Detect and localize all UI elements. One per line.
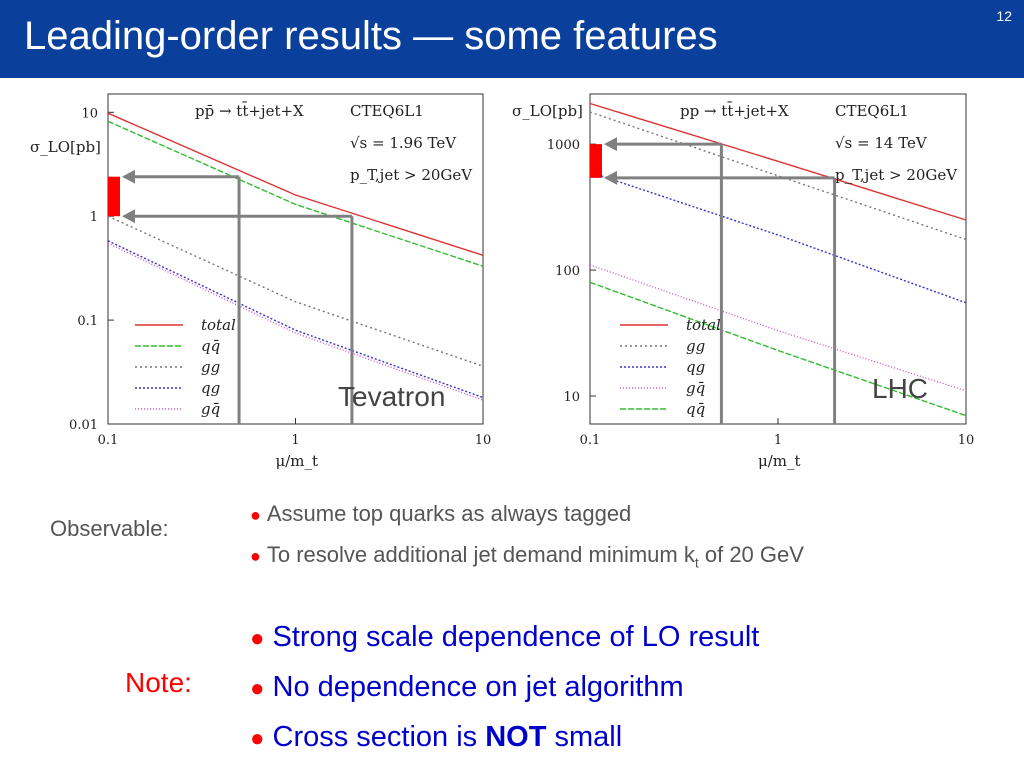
slide-number: 12 bbox=[996, 8, 1012, 24]
observable-bullet-1: ● Assume top quarks as always tagged bbox=[250, 501, 631, 527]
series-line-qqbar bbox=[589, 281, 967, 417]
series-line-gqbar bbox=[107, 242, 484, 401]
legend-label: gg bbox=[201, 358, 220, 376]
y-axis-label: σ_LO[pb] bbox=[30, 138, 101, 156]
legend-label: qg bbox=[686, 358, 705, 376]
legend-label: qg bbox=[201, 379, 220, 397]
bullet-dot-icon: ● bbox=[250, 625, 265, 652]
scale-band-marker bbox=[590, 144, 602, 178]
observable-label: Observable: bbox=[50, 516, 169, 541]
bullet-text: Strong scale dependence of LO result bbox=[272, 621, 760, 653]
y-tick-label: 0.01 bbox=[69, 418, 98, 433]
y-tick-label: 0.1 bbox=[77, 314, 98, 329]
bullet-dot-icon: ● bbox=[250, 675, 265, 702]
legend-label: qq̄ bbox=[686, 400, 705, 418]
x-tick-label: 1 bbox=[291, 433, 299, 448]
series-line-gg bbox=[589, 111, 967, 241]
x-tick-label: 10 bbox=[475, 433, 492, 448]
x-tick-label: 10 bbox=[958, 433, 975, 448]
bullet-dot-icon: ● bbox=[250, 546, 261, 566]
legend-label: gg bbox=[686, 337, 705, 355]
pdf-label: CTEQ6L1 bbox=[350, 102, 424, 120]
bullet-bold-text: NOT bbox=[485, 721, 547, 753]
scale-arrow-head bbox=[604, 170, 617, 185]
x-tick-label: 0.1 bbox=[98, 433, 119, 448]
bullet-text: Cross section is bbox=[272, 721, 486, 753]
note-bullet-3: ● Cross section is NOT small bbox=[250, 721, 622, 754]
bullet-dot-icon: ● bbox=[250, 505, 261, 525]
energy-label: √s = 1.96 TeV bbox=[350, 134, 457, 152]
series-line-total bbox=[589, 102, 967, 221]
bullet-text-after: small bbox=[546, 721, 623, 753]
legend-label: gq̄ bbox=[201, 400, 220, 418]
bullet-text: To resolve additional jet demand minimum… bbox=[266, 542, 695, 567]
panel-label: LHC bbox=[872, 373, 928, 404]
energy-label: √s = 14 TeV bbox=[835, 134, 928, 152]
y-axis-label: σ_LO[pb] bbox=[512, 102, 583, 120]
note-bullet-1: ● Strong scale dependence of LO result bbox=[250, 621, 759, 654]
note-bullet-2: ● No dependence on jet algorithm bbox=[250, 671, 684, 704]
series-line-qg bbox=[107, 240, 484, 399]
bullet-dot-icon: ● bbox=[250, 725, 265, 752]
scale-arrow-head bbox=[604, 137, 617, 152]
series-line-qg bbox=[589, 171, 967, 304]
observable-bullet-2: ● To resolve additional jet demand minimu… bbox=[250, 542, 804, 570]
bullet-text-after: of 20 GeV bbox=[698, 542, 804, 567]
panel-label: Tevatron bbox=[338, 381, 445, 412]
y-tick-label: 1 bbox=[90, 210, 98, 225]
cut-label: p_T,jet > 20GeV bbox=[835, 166, 958, 184]
scale-band-marker bbox=[108, 176, 120, 217]
x-axis-label: μ/m_t bbox=[276, 452, 319, 470]
series-line-qqbar bbox=[107, 120, 484, 267]
series-line-gg bbox=[107, 215, 484, 367]
legend-label: total bbox=[686, 316, 721, 334]
bullet-text: No dependence on jet algorithm bbox=[272, 671, 684, 703]
note-label: Note: bbox=[125, 667, 192, 698]
slide-title: Leading-order results — some features bbox=[24, 14, 718, 58]
y-tick-label: 100 bbox=[555, 264, 580, 279]
series-line-gqbar bbox=[589, 264, 967, 392]
bullet-text: Assume top quarks as always tagged bbox=[266, 501, 632, 526]
process-label: pp → tt̄+jet+X bbox=[680, 102, 789, 120]
y-tick-label: 10 bbox=[563, 390, 580, 405]
x-tick-label: 0.1 bbox=[580, 433, 601, 448]
x-axis-label: μ/m_t bbox=[758, 452, 801, 470]
series-line-total bbox=[107, 112, 484, 256]
cut-label: p_T,jet > 20GeV bbox=[350, 166, 473, 184]
pdf-label: CTEQ6L1 bbox=[835, 102, 909, 120]
legend-label: gq̄ bbox=[686, 379, 705, 397]
legend-label: total bbox=[201, 316, 236, 334]
bullet-subscript: t bbox=[694, 554, 699, 571]
scale-arrow-head bbox=[122, 209, 135, 224]
y-tick-label: 10 bbox=[81, 106, 98, 121]
lhc-plot: 0.1 1 10 10 100 1000 μ/m_t σ_LO[pb] pp → tt̄+jet… bbox=[512, 93, 975, 470]
title-bar: Leading-order results — some features 12 bbox=[0, 0, 1024, 78]
scale-arrow-head bbox=[122, 169, 135, 184]
process-label: pp̄ → tt̄+jet+X bbox=[195, 102, 304, 120]
x-tick-label: 1 bbox=[774, 433, 782, 448]
legend-label: qq̄ bbox=[201, 337, 220, 355]
y-tick-label: 1000 bbox=[547, 138, 580, 153]
